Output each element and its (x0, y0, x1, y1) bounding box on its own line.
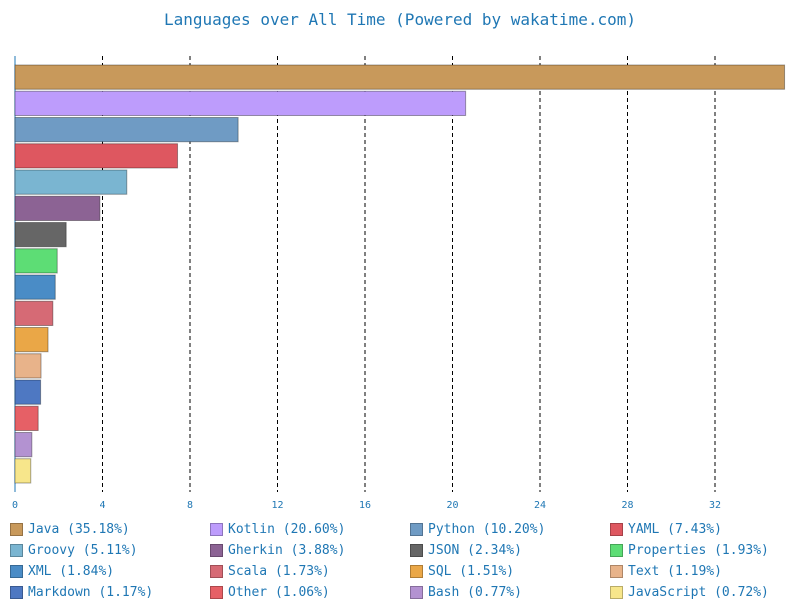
legend-item: Gherkin (3.88%) (210, 541, 345, 559)
legend-item: Other (1.06%) (210, 583, 330, 601)
x-tick-label: 32 (709, 500, 721, 511)
legend-label: Gherkin (3.88%) (228, 542, 346, 558)
bars (14, 64, 786, 484)
legend-label: Python (10.20%) (428, 521, 546, 537)
bar-gherkin (14, 195, 101, 221)
legend-label: YAML (7.43%) (628, 521, 722, 537)
legend-swatch (610, 585, 623, 599)
legend-item: Java (35.18%) (10, 520, 130, 538)
grid-lines (14, 56, 716, 492)
bar-python (14, 117, 239, 143)
bar-markdown (14, 379, 42, 405)
legend-swatch (210, 585, 223, 599)
x-tick-label: 20 (446, 500, 458, 511)
bar-other (14, 405, 39, 431)
legend-label: Kotlin (20.60%) (228, 521, 346, 537)
legend-label: Properties (1.93%) (628, 542, 769, 558)
legend-swatch (610, 543, 623, 557)
legend-swatch (410, 522, 423, 536)
legend-item: YAML (7.43%) (610, 520, 722, 538)
legend-item: Scala (1.73%) (210, 562, 330, 580)
legend-label: Text (1.19%) (628, 563, 722, 579)
legend-item: JavaScript (0.72%) (610, 583, 769, 601)
x-tick-label: 4 (99, 500, 105, 511)
legend-item: Properties (1.93%) (610, 541, 769, 559)
legend-label: Java (35.18%) (28, 521, 130, 537)
x-tick-label: 12 (271, 500, 283, 511)
bar-kotlin (14, 90, 467, 116)
legend-label: Bash (0.77%) (428, 584, 522, 600)
legend-label: Other (1.06%) (228, 584, 330, 600)
bar-sql (14, 327, 49, 353)
legend-swatch (210, 522, 223, 536)
bar-properties (14, 248, 58, 274)
bar-yaml (14, 143, 179, 169)
legend-swatch (410, 564, 423, 578)
x-tick-label: 8 (187, 500, 193, 511)
legend-swatch (10, 564, 23, 578)
legend-item: SQL (1.51%) (410, 562, 514, 580)
legend-item: Python (10.20%) (410, 520, 545, 538)
bar-json (14, 222, 67, 248)
legend-item: JSON (2.34%) (410, 541, 522, 559)
legend-label: Scala (1.73%) (228, 563, 330, 579)
legend-swatch (210, 564, 223, 578)
legend-swatch (610, 522, 623, 536)
legend-swatch (210, 543, 223, 557)
x-tick-label: 24 (534, 500, 546, 511)
legend-item: Text (1.19%) (610, 562, 722, 580)
legend-swatch (410, 585, 423, 599)
x-tick-label: 16 (359, 500, 371, 511)
legend-label: JavaScript (0.72%) (628, 584, 769, 600)
bar-text (14, 353, 42, 379)
legend-item: Bash (0.77%) (410, 583, 522, 601)
bar-groovy (14, 169, 128, 195)
legend-item: Kotlin (20.60%) (210, 520, 345, 538)
legend-label: XML (1.84%) (28, 563, 115, 579)
bar-javascript (14, 458, 32, 484)
legend-label: SQL (1.51%) (428, 563, 515, 579)
legend-label: Markdown (1.17%) (28, 584, 154, 600)
legend-label: JSON (2.34%) (428, 542, 522, 558)
x-tick-label: 28 (621, 500, 633, 511)
legend-item: Markdown (1.17%) (10, 583, 153, 601)
chart-title: Languages over All Time (Powered by waka… (163, 10, 636, 29)
legend-label: Groovy (5.11%) (28, 542, 138, 558)
legend-swatch (10, 543, 23, 557)
legend-swatch (410, 543, 423, 557)
legend-item: Groovy (5.11%) (10, 541, 138, 559)
bar-scala (14, 300, 54, 326)
legend-swatch (610, 564, 623, 578)
x-axis-ticks: 0 4 8 12 16 20 24 28 32 (12, 500, 721, 511)
bar-xml (14, 274, 56, 300)
bar-java (14, 64, 786, 90)
legend-item: XML (1.84%) (10, 562, 114, 580)
legend-swatch (10, 522, 23, 536)
x-tick-label: 0 (12, 500, 18, 511)
bar-bash (14, 432, 33, 458)
legend-swatch (10, 585, 23, 599)
